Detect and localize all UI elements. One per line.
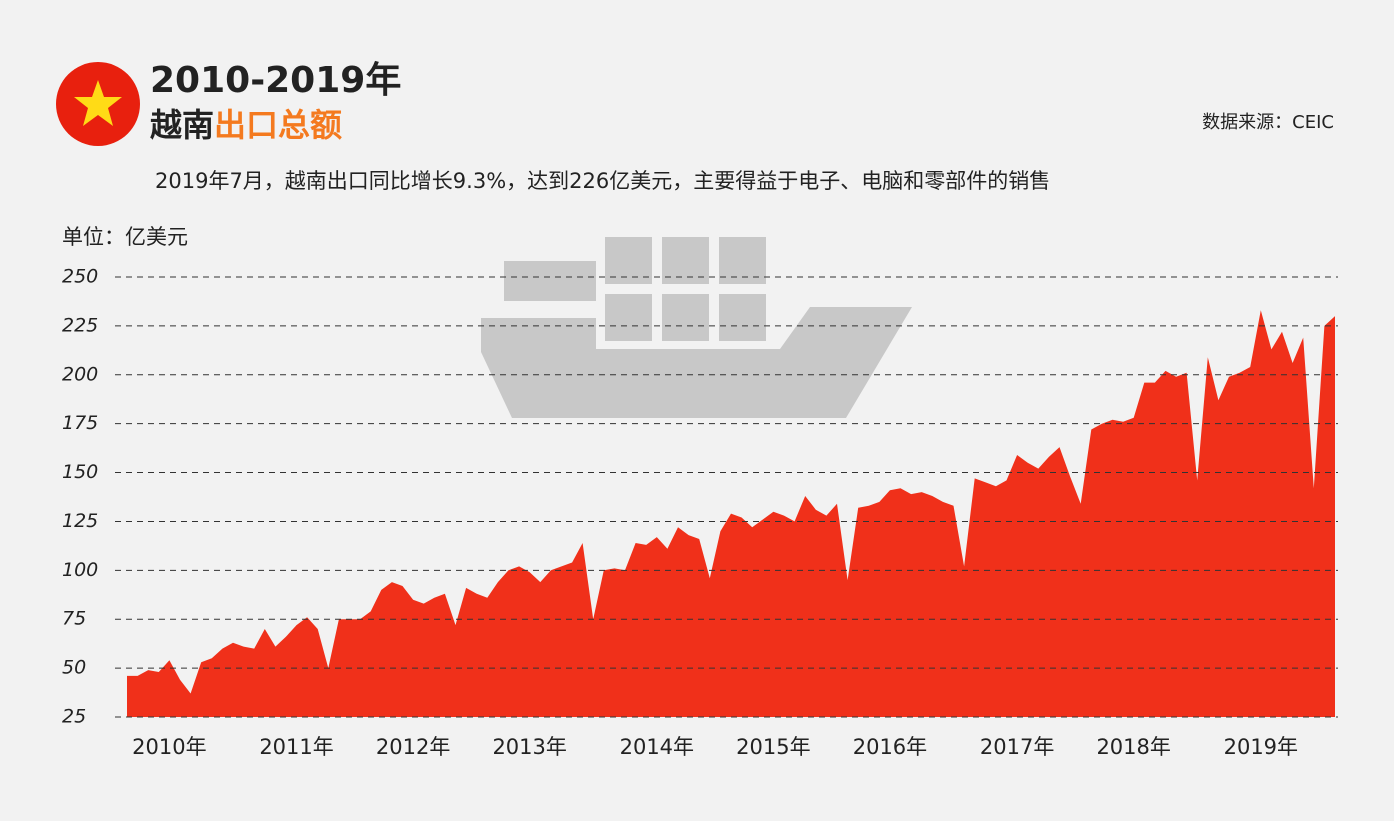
- chart-title-line2: 越南出口总额: [150, 106, 342, 144]
- chart-title: 2010-2019年: [150, 60, 401, 101]
- y-tick-label: 25: [62, 706, 86, 728]
- y-tick-label: 250: [62, 266, 98, 288]
- title-part: 越南: [150, 106, 214, 144]
- x-tick-label: 2012年: [376, 735, 450, 759]
- x-tick-label: 2010年: [132, 735, 206, 759]
- y-tick-label: 50: [62, 657, 86, 679]
- x-tick-label: 2017年: [980, 735, 1054, 759]
- note: 2019年7月，越南出口同比增长9.3%，达到226亿美元，主要得益于电子、电脑…: [155, 169, 1050, 193]
- ship-icon: [481, 237, 912, 418]
- title-highlight: 出口总额: [214, 106, 342, 144]
- area: [127, 310, 1335, 717]
- x-tick-label: 2014年: [620, 735, 694, 759]
- source: 数据来源：CEIC: [1202, 112, 1334, 133]
- y-tick-label: 75: [62, 608, 86, 630]
- y-tick-label: 125: [62, 510, 98, 532]
- flag-icon: [56, 62, 140, 146]
- y-tick-label: 150: [62, 461, 98, 483]
- y-tick-label: 175: [62, 412, 98, 434]
- x-tick-label: 2011年: [259, 735, 333, 759]
- x-tick-label: 2019年: [1224, 735, 1298, 759]
- y-tick-label: 200: [62, 363, 98, 385]
- x-tick-label: 2015年: [736, 735, 810, 759]
- y-tick-label: 225: [62, 314, 98, 336]
- y-tick-label: 100: [62, 559, 98, 581]
- x-tick-label: 2016年: [853, 735, 927, 759]
- x-tick-label: 2013年: [492, 735, 566, 759]
- unit-label: 单位：亿美元: [62, 225, 188, 249]
- x-tick-label: 2018年: [1096, 735, 1170, 759]
